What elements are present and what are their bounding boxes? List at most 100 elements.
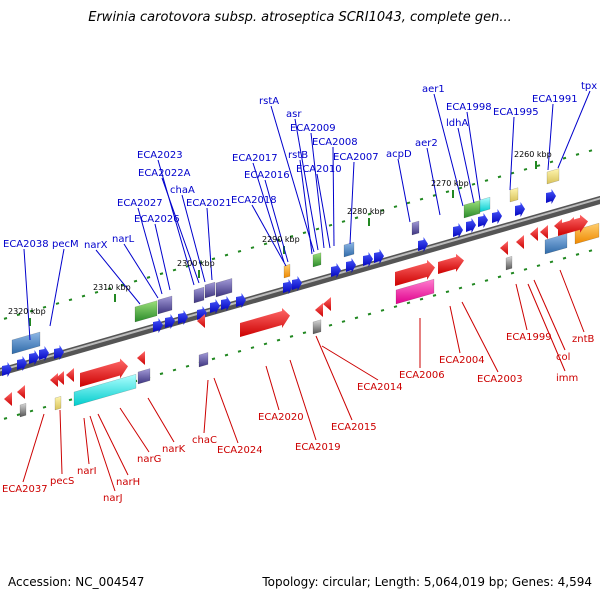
leader-line-aer2 (426, 147, 441, 216)
leader-line-pecS (59, 409, 63, 475)
gene-label-imm: imm (556, 373, 578, 384)
topology-info: Topology: circular; Length: 5,064,019 bp… (262, 575, 592, 589)
gene-label-ECA2024: ECA2024 (217, 445, 263, 456)
upper-tick-dot (549, 160, 554, 164)
gene-block-ECA2007 (343, 241, 355, 258)
leader-line-pecM (49, 248, 65, 327)
gene-label-narX: narX (84, 240, 108, 251)
lower-tick-dot (211, 357, 216, 361)
forward-gene-arrow (363, 252, 373, 267)
leader-line-acpD (397, 158, 411, 223)
reverse-gene-arrow (500, 241, 508, 255)
forward-gene-arrow (29, 350, 39, 365)
gene-block-acpD (411, 220, 420, 236)
gene-block-narK (137, 368, 151, 385)
forward-gene-arrow (178, 310, 188, 325)
lower-tick-dot (354, 316, 359, 320)
leader-line-imm (527, 283, 566, 372)
upper-tick-dot (536, 164, 541, 168)
upper-tick-dot (393, 205, 398, 209)
upper-tick-dot (250, 246, 255, 250)
leader-line-aer1 (433, 93, 464, 207)
lower-tick-dot (250, 346, 255, 350)
forward-gene-arrow (374, 249, 384, 264)
gene-label-aer1: aer1 (422, 84, 445, 95)
reverse-gene-large (80, 358, 128, 387)
forward-gene-arrow (478, 213, 488, 228)
gene-block-ECA1995 (509, 187, 519, 203)
lower-tick-dot (497, 275, 502, 279)
lower-tick-dot (42, 405, 47, 409)
upper-tick-dot (107, 287, 112, 291)
reverse-gene-arrow (50, 373, 58, 387)
gene-label-ECA2020: ECA2020 (258, 412, 304, 423)
lower-tick-dot (29, 409, 34, 413)
gene-label-narG: narG (137, 454, 161, 465)
gene-block-ECA2038 (11, 331, 41, 355)
leader-line-narK (147, 397, 175, 443)
leader-line-col (533, 279, 566, 351)
gene-label-ldhA: ldhA (446, 118, 468, 129)
leader-line-ECA2015 (315, 335, 353, 421)
gene-label-chaA: chaA (170, 185, 195, 196)
upper-tick-dot (55, 302, 60, 305)
leader-line-chaC (203, 379, 209, 434)
gene-label-narL: narL (112, 234, 135, 245)
gene-block-narL (157, 295, 173, 315)
upper-tick-dot (237, 249, 242, 253)
lower-tick-dot (263, 342, 268, 346)
kbp-tick-label: 2260 kbp (514, 150, 552, 159)
forward-gene-arrow (546, 189, 556, 204)
forward-gene-arrow (331, 263, 341, 278)
reverse-gene-large (240, 307, 290, 337)
gene-block-narX (134, 300, 158, 323)
upper-tick-dot (523, 167, 528, 171)
gene-block-ECA2023 (193, 286, 205, 304)
upper-tick-dot (510, 171, 515, 175)
upper-tick-dot (81, 294, 86, 298)
leader-line-ldhA (457, 127, 475, 204)
forward-gene-arrow (54, 345, 64, 360)
kbp-tick-label: 2290 kbp (262, 235, 300, 244)
gene-block-ECA2015 (312, 319, 322, 335)
forward-gene-arrow (17, 356, 27, 371)
leader-line-rstB (299, 159, 313, 255)
gene-label-ECA2003: ECA2003 (477, 374, 523, 385)
lower-tick-dot (393, 305, 398, 309)
leader-line-narH (97, 413, 129, 476)
forward-gene-arrow (39, 346, 49, 361)
upper-tick-dot (341, 220, 346, 223)
lower-tick-dot (367, 312, 372, 316)
upper-tick-dot (380, 208, 385, 212)
gene-label-ECA2017: ECA2017 (232, 153, 278, 164)
leader-line-ECA2024 (213, 377, 239, 444)
gene-label-ECA2037: ECA2037 (2, 484, 48, 495)
forward-gene-arrow (515, 202, 525, 217)
lower-tick-dot (289, 335, 294, 338)
gene-label-narK: narK (162, 444, 186, 455)
gene-label-chaC: chaC (192, 435, 217, 446)
leader-line-zntB (559, 269, 585, 333)
leader-line-narI (83, 417, 90, 465)
gene-block-ECA2021 (215, 278, 233, 298)
leader-line-ECA2038 (23, 248, 31, 341)
gene-label-ECA2026: ECA2026 (134, 214, 180, 225)
gene-label-aer2: aer2 (415, 138, 438, 149)
forward-gene-arrow (453, 223, 463, 238)
lower-tick-dot (328, 323, 333, 327)
upper-tick-dot (172, 268, 177, 272)
upper-tick-dot (419, 197, 424, 201)
kbp-tick-label: 2320 kbp (8, 307, 46, 316)
upper-tick-dot (588, 149, 593, 153)
lower-tick-dot (276, 338, 281, 342)
gene-block-ldhA (479, 196, 491, 213)
gene-label-col: col (556, 352, 570, 363)
reverse-gene-arrow (516, 235, 524, 249)
upper-tick-dot (211, 257, 216, 261)
gene-label-ECA1999: ECA1999 (506, 332, 552, 343)
accession-label: Accession: NC_004547 (8, 575, 145, 589)
upper-tick-dot (133, 279, 138, 283)
leader-line-narL (123, 243, 159, 299)
reverse-gene-arrow (540, 225, 548, 239)
lower-tick-dot (562, 256, 567, 260)
